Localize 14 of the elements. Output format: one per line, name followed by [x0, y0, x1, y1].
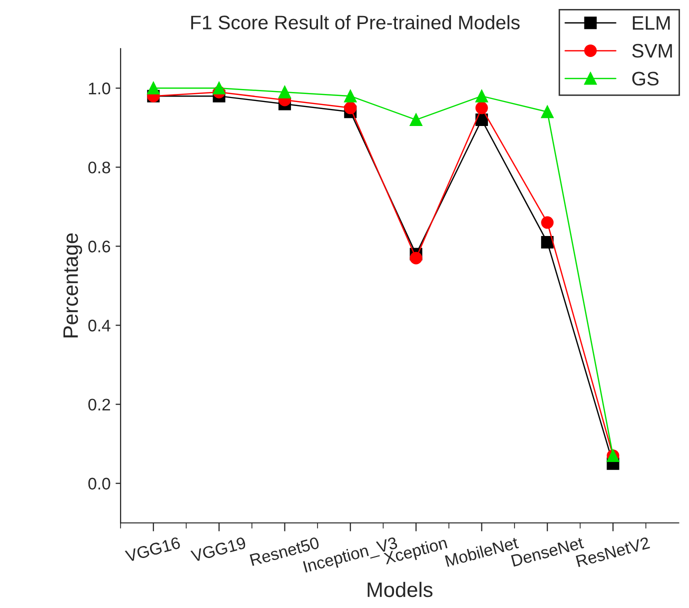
chart-title: F1 Score Result of Pre-trained Models	[191, 15, 520, 30]
y-tick-label: 0.0	[88, 478, 110, 490]
y-axis-title: Percentage	[63, 233, 82, 338]
y-tick-label: 1.0	[88, 82, 110, 94]
x-axis-title: Models	[368, 582, 432, 598]
x-tick-label: VGG19	[190, 536, 246, 562]
legend-label: SVM	[632, 44, 672, 58]
y-tick-label: 0.2	[88, 398, 110, 411]
x-tick-label: VGG16	[124, 536, 181, 562]
legend-label: GS	[632, 72, 659, 86]
y-tick-label: 0.4	[88, 320, 110, 332]
legend-label: ELM	[632, 16, 670, 30]
y-tick-label: 0.8	[88, 162, 110, 174]
y-tick-label: 0.6	[88, 240, 110, 252]
